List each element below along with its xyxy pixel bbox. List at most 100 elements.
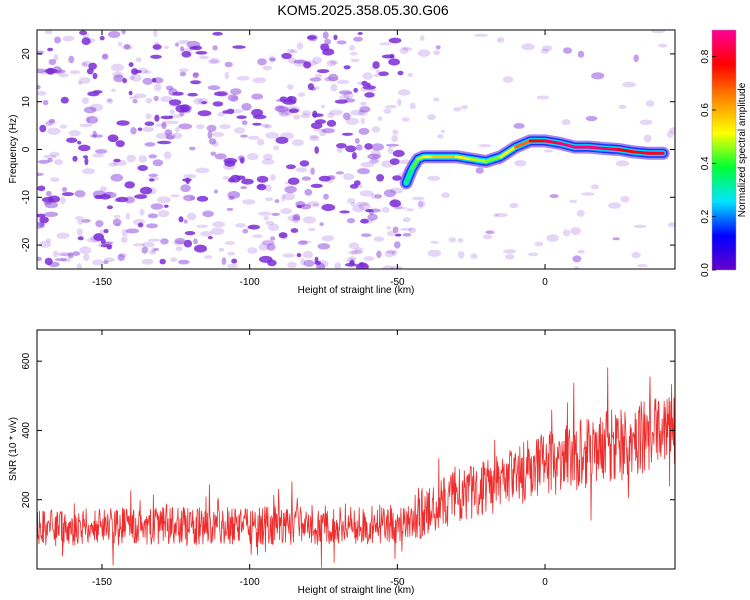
noise-speckle	[288, 108, 299, 113]
noise-speckle	[39, 216, 49, 224]
noise-speckle	[324, 76, 331, 82]
noise-speckle	[173, 240, 185, 246]
noise-speckle	[227, 191, 241, 199]
noise-speckle	[365, 209, 373, 213]
noise-speckle	[236, 76, 250, 81]
noise-speckle	[354, 247, 364, 254]
noise-speckle	[193, 98, 203, 105]
noise-speckle	[288, 57, 296, 64]
noise-speckle	[189, 146, 196, 151]
noise-speckle	[256, 183, 267, 191]
noise-speckle	[141, 258, 154, 265]
noise-speckle	[309, 77, 322, 82]
noise-speckle	[267, 259, 277, 267]
noise-speckle	[113, 74, 125, 83]
ridge-segment	[602, 147, 621, 151]
snr-y-tick-label: 200	[21, 491, 32, 508]
noise-speckle	[407, 72, 413, 78]
colorbar-frame	[711, 29, 737, 271]
noise-speckle	[152, 44, 162, 50]
noise-speckle	[269, 55, 276, 63]
noise-speckle	[141, 246, 149, 254]
noise-speckle	[150, 203, 164, 210]
noise-speckle	[81, 37, 91, 45]
noise-speckle	[49, 151, 60, 157]
noise-speckle	[572, 255, 582, 263]
noise-speckle	[402, 217, 411, 223]
noise-speckle	[304, 188, 313, 196]
noise-speckle	[291, 139, 304, 146]
colorbar-label: Normalized spectral amplitude	[737, 82, 748, 217]
noise-speckle	[218, 247, 225, 252]
noise-speckle	[201, 101, 207, 105]
noise-speckle	[153, 83, 162, 91]
noise-speckle	[246, 153, 259, 161]
noise-speckle	[343, 91, 354, 100]
noise-speckle	[165, 135, 175, 140]
noise-speckle	[383, 108, 392, 114]
ridge-segment	[543, 139, 562, 145]
noise-speckle	[334, 99, 348, 104]
snr-x-tick-label: 0	[542, 577, 548, 588]
noise-speckle	[314, 73, 323, 79]
noise-speckle	[299, 204, 312, 210]
noise-speckle	[103, 229, 109, 234]
noise-speckle	[270, 236, 276, 241]
noise-speckle	[346, 218, 356, 224]
noise-speckle	[473, 33, 488, 37]
colorbar: 0.0 0.2 0.4 0.6 0.8 Normalized spectral ampl…	[700, 29, 748, 277]
noise-speckle	[615, 160, 630, 167]
noise-speckle	[47, 47, 54, 52]
noise-speckle	[196, 195, 209, 202]
noise-speckle	[178, 123, 193, 130]
noise-speckle	[100, 244, 113, 248]
noise-speckle	[370, 150, 381, 158]
noise-speckle	[168, 115, 173, 119]
noise-speckle	[160, 96, 173, 103]
noise-speckle	[368, 159, 380, 164]
noise-speckle	[293, 58, 308, 67]
noise-speckle	[333, 34, 338, 41]
noise-speckle	[420, 35, 425, 42]
noise-speckle	[57, 252, 71, 257]
noise-speckle	[61, 192, 74, 197]
noise-speckle	[317, 243, 331, 250]
noise-speckle	[358, 262, 365, 267]
noise-speckle	[192, 72, 198, 80]
noise-speckle	[99, 194, 111, 200]
noise-speckle	[351, 152, 357, 160]
noise-speckle	[362, 72, 373, 80]
noise-speckle	[373, 236, 385, 242]
noise-speckle	[175, 246, 183, 252]
noise-speckle	[196, 224, 209, 228]
noise-speckle	[81, 62, 88, 67]
noise-speckle	[281, 52, 292, 60]
noise-speckle	[116, 196, 129, 203]
noise-speckle	[226, 108, 235, 115]
noise-speckle	[563, 47, 572, 54]
snr-y-tick-label: 400	[21, 422, 32, 439]
noise-speckle	[448, 237, 457, 243]
noise-speckle	[367, 153, 381, 160]
noise-speckle	[389, 199, 402, 208]
noise-speckle	[77, 219, 84, 225]
spectrogram-x-tick-label: 0	[542, 277, 548, 288]
noise-speckle	[265, 197, 274, 202]
noise-speckle	[146, 223, 159, 229]
noise-speckle	[292, 213, 300, 221]
noise-speckle	[397, 98, 402, 107]
noise-speckle	[277, 106, 286, 115]
noise-speckle	[314, 256, 319, 264]
noise-speckle	[76, 228, 84, 236]
noise-speckle	[161, 121, 167, 130]
noise-speckle	[257, 58, 267, 66]
noise-speckle	[478, 144, 492, 148]
noise-speckle	[129, 75, 135, 81]
ridge-segment	[454, 155, 473, 161]
noise-speckle	[384, 250, 395, 258]
noise-speckle	[198, 55, 209, 60]
noise-speckle	[79, 246, 92, 255]
noise-speckle	[195, 167, 210, 174]
noise-speckle	[103, 257, 116, 263]
noise-speckle	[151, 247, 156, 253]
